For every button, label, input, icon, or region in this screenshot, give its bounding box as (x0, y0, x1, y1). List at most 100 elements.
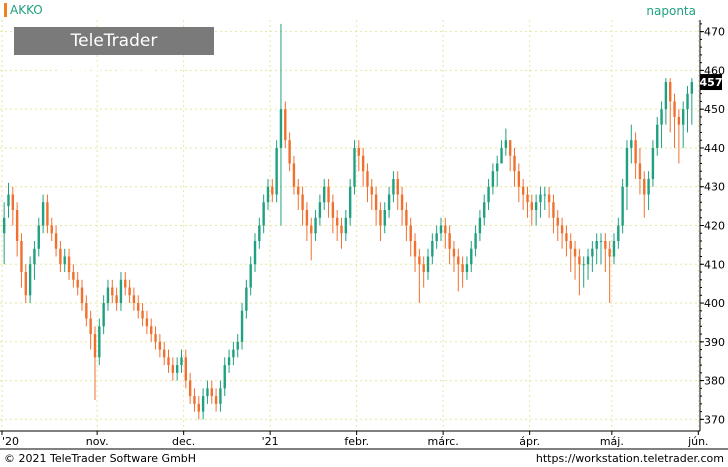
candle-body (478, 217, 482, 234)
candle-body (284, 109, 287, 141)
candle-body (361, 155, 365, 172)
candle-body (63, 256, 66, 265)
x-tick-label: márc. (428, 435, 459, 448)
candle-body (206, 388, 209, 397)
y-tick-label: 410 (704, 258, 725, 271)
website-link[interactable]: https://workstation.teletrader.com (535, 452, 724, 465)
candle-body (150, 326, 153, 335)
candle-body (89, 318, 92, 335)
candle-body (344, 217, 348, 234)
candle-body (20, 241, 23, 273)
candle-body (591, 248, 594, 257)
interval-label[interactable]: naponta (646, 4, 696, 18)
x-tick-label: '21 (262, 435, 279, 448)
candles (2, 23, 694, 420)
y-tick-label: 370 (704, 413, 725, 426)
candle-body (111, 287, 114, 296)
candle-body (504, 140, 508, 148)
x-tick-label: '20 (2, 435, 19, 448)
candle-body (128, 287, 131, 296)
candle-body (677, 116, 681, 125)
candle-body (599, 241, 603, 243)
candle-body (409, 225, 412, 242)
candle-body (106, 287, 110, 304)
candle-body (374, 194, 378, 210)
candle-body (137, 303, 140, 311)
x-tick-label: febr. (344, 435, 369, 448)
candle-body (556, 217, 559, 226)
candle-body (500, 147, 503, 164)
candle-body (180, 357, 183, 366)
candle-body (643, 178, 646, 195)
candle-body (474, 233, 477, 249)
candle-body (162, 349, 166, 358)
candle-body (578, 256, 581, 265)
candle-body (262, 202, 265, 226)
candle-body (379, 209, 382, 226)
watermark-product: WorkStation (54, 59, 174, 79)
x-tick-label: ápr. (519, 435, 540, 448)
candle-body (59, 248, 62, 265)
candle-body (46, 202, 49, 226)
candle-body (171, 365, 175, 373)
y-tick-label: 420 (704, 220, 725, 233)
candle-body (193, 396, 196, 404)
y-tick-label: 380 (704, 375, 725, 388)
copyright-text: © 2021 TeleTrader Software GmbH (4, 452, 197, 465)
candle-body (392, 178, 395, 195)
candle-body (353, 147, 356, 187)
candle-body (634, 140, 637, 164)
y-tick-label: 390 (704, 336, 725, 349)
candle-body (625, 147, 629, 187)
candle-body (124, 279, 127, 288)
candle-body (80, 287, 84, 304)
candle-body (297, 186, 300, 195)
candle-body (690, 82, 694, 94)
candle-body (219, 388, 222, 404)
candle-body (400, 194, 404, 210)
candle-body (210, 388, 213, 397)
candle-body (175, 365, 179, 373)
candle-body (387, 194, 391, 210)
candle-body (331, 202, 335, 218)
candle-body (487, 186, 490, 203)
candle-body (517, 171, 521, 187)
candle-body (664, 82, 668, 110)
candle-body (236, 341, 239, 350)
candle-body (249, 264, 252, 288)
candle-body (496, 163, 499, 172)
candle-body (669, 82, 672, 102)
candle-body (560, 225, 564, 234)
candle-body (543, 194, 546, 196)
watermark-brand: TeleTrader (70, 31, 158, 51)
candle-body (11, 194, 15, 210)
candle-body (232, 349, 235, 358)
candle-body (335, 217, 339, 226)
candle-body (24, 272, 27, 296)
candle-body (98, 326, 101, 358)
candle-body (647, 178, 650, 195)
grid-lines (0, 20, 700, 431)
candle-body (366, 171, 369, 187)
x-tick-label: jún. (687, 435, 709, 448)
candle-body (141, 310, 144, 319)
teletrader-watermark: TeleTrader WorkStation (14, 27, 214, 79)
candle-body (573, 248, 577, 257)
candle-body (426, 256, 430, 273)
candle-body (2, 217, 6, 234)
candle-body (167, 357, 170, 366)
candle-body (383, 209, 386, 226)
candle-body (54, 233, 58, 249)
candle-body (461, 264, 464, 273)
candle-body (448, 233, 451, 249)
x-tick-label: nov. (86, 435, 109, 448)
candle-body (28, 264, 32, 296)
last-price-marker: 457 (700, 74, 722, 91)
candle-body (158, 341, 162, 350)
candle-body (565, 233, 568, 242)
candle-body (604, 241, 607, 249)
candle-body (67, 256, 71, 273)
candle-body (651, 147, 655, 179)
candle-body (521, 186, 525, 195)
